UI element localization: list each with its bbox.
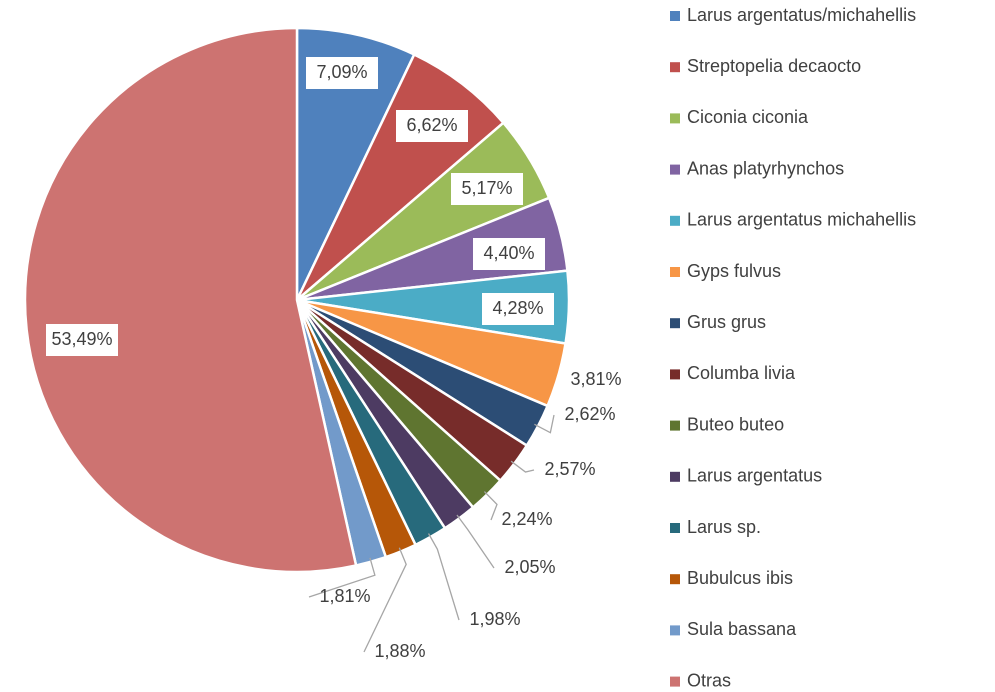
leader-line xyxy=(534,414,555,434)
label-box xyxy=(473,238,545,270)
leader-line xyxy=(308,557,376,598)
data-label: 1,81% xyxy=(319,586,370,606)
data-label: 1,88% xyxy=(374,641,425,661)
label-box xyxy=(396,110,468,142)
data-label: 1,98% xyxy=(469,609,520,629)
legend-label: Larus argentatus/michahellis xyxy=(687,5,916,25)
leader-line xyxy=(456,514,495,569)
legend-label: Larus argentatus michahellis xyxy=(687,210,916,230)
data-label: 2,62% xyxy=(564,404,615,424)
legend-label: Ciconia ciconia xyxy=(687,107,809,127)
legend-label: Columba livia xyxy=(687,363,796,383)
legend-swatch xyxy=(670,676,680,687)
label-box xyxy=(482,293,554,325)
legend-label: Gyps fulvus xyxy=(687,261,781,281)
leader-line xyxy=(483,491,498,521)
legend-label: Bubulcus ibis xyxy=(687,568,793,588)
leader-line xyxy=(363,547,407,653)
legend-label: Sula bassana xyxy=(687,619,797,639)
legend-label: Grus grus xyxy=(687,312,766,332)
legend-swatch xyxy=(670,318,680,329)
legend-swatch xyxy=(670,574,680,585)
label-box xyxy=(451,173,523,205)
data-label: 7,09% xyxy=(316,62,367,82)
data-label: 4,28% xyxy=(492,298,543,318)
pie-slice xyxy=(295,26,416,301)
legend-label: Otras xyxy=(687,670,731,690)
legend-label: Larus argentatus xyxy=(687,466,822,486)
legend-swatch xyxy=(670,369,680,380)
pie-slice xyxy=(23,26,358,574)
label-box xyxy=(306,57,378,89)
leader-line xyxy=(510,460,535,473)
data-label: 2,24% xyxy=(501,509,552,529)
legend-label: Anas platyrhynchos xyxy=(687,158,844,178)
legend-swatch xyxy=(670,62,680,73)
leader-line xyxy=(427,533,460,621)
legend-swatch xyxy=(670,113,680,124)
legend-swatch xyxy=(670,11,680,21)
legend-swatch xyxy=(670,471,680,482)
data-label: 53,49% xyxy=(51,329,112,349)
legend-swatch xyxy=(670,625,680,636)
legend-label: Buteo buteo xyxy=(687,414,784,434)
legend-label: Larus sp. xyxy=(687,517,761,537)
legend-swatch xyxy=(670,215,680,226)
data-label: 6,62% xyxy=(406,115,457,135)
data-label: 3,81% xyxy=(570,369,621,389)
label-box xyxy=(46,324,118,356)
legend-swatch xyxy=(670,420,680,431)
data-label: 2,57% xyxy=(544,459,595,479)
legend-label: Streptopelia decaocto xyxy=(687,56,861,76)
data-label: 4,40% xyxy=(483,243,534,263)
data-label: 2,05% xyxy=(504,557,555,577)
legend-swatch xyxy=(670,523,680,533)
legend-swatch xyxy=(670,164,680,175)
legend-swatch xyxy=(670,267,680,277)
data-label: 5,17% xyxy=(461,178,512,198)
